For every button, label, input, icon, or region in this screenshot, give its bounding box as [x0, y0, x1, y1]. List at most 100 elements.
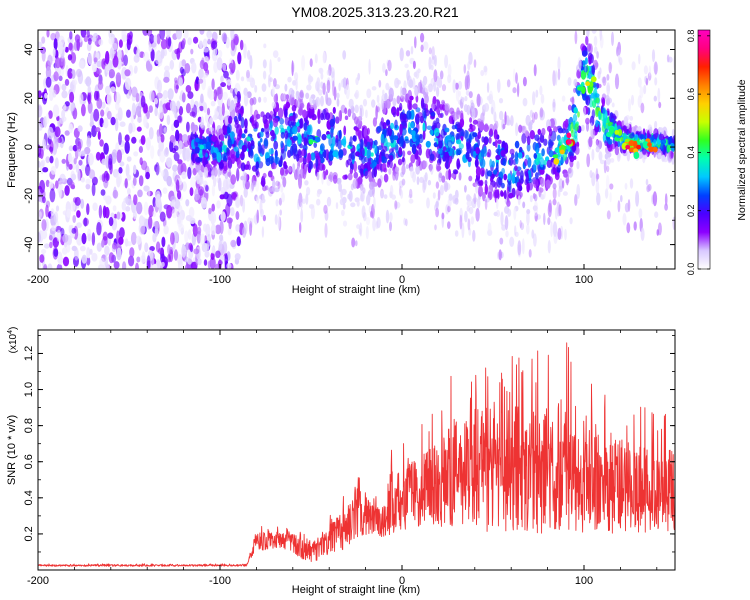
- spectrogram-cell: [226, 217, 233, 224]
- spectrogram-cell: [525, 154, 530, 160]
- spectrogram-cell: [86, 247, 91, 259]
- spectrogram-cell: [128, 122, 133, 134]
- spectrogram-cell: [262, 70, 267, 80]
- spectrogram-cell: [169, 134, 176, 143]
- spectrogram-cell: [182, 38, 186, 46]
- spectrogram-cell: [325, 91, 329, 105]
- spectrogram-cell: [69, 201, 76, 212]
- spectrogram-cell: [130, 110, 134, 124]
- spectrogram-cell: [589, 170, 593, 178]
- spectrogram-cell: [495, 197, 499, 210]
- spectrogram-cell: [136, 126, 142, 132]
- spectrogram-cell: [426, 125, 433, 131]
- spectrogram-cell: [261, 194, 265, 202]
- spectrogram-cell: [525, 114, 531, 126]
- spectrogram-cell: [45, 156, 50, 164]
- spectrogram-cell: [467, 61, 471, 71]
- spectrogram-cell: [581, 50, 588, 57]
- spectrogram-cell: [489, 158, 493, 168]
- spectrogram-cell: [412, 77, 416, 90]
- spectrogram-cell: [479, 179, 484, 187]
- spectrogram-cell: [411, 130, 416, 136]
- spectrogram-cell: [225, 202, 231, 217]
- spectrogram-cell: [261, 175, 266, 188]
- spectrogram-cell: [365, 149, 372, 159]
- spectrogram-cell: [558, 204, 562, 217]
- spectrogram-cell: [472, 229, 476, 242]
- spectrogram-cell: [236, 236, 241, 247]
- spectrogram-cell: [216, 57, 223, 71]
- spectrogram-cell: [452, 169, 458, 175]
- spectrogram-cell: [255, 180, 260, 192]
- spectrogram-cell: [275, 93, 279, 103]
- spectrogram-cell: [208, 207, 212, 215]
- spectrogram-cell: [509, 236, 515, 247]
- spectrogram-cell: [344, 115, 349, 121]
- spectrogram-cell: [115, 91, 121, 105]
- spectrogram-cell: [275, 180, 280, 187]
- spectrogram-cell: [649, 126, 653, 135]
- spectrogram-cell: [50, 165, 57, 175]
- spectrogram-cell: [543, 186, 546, 199]
- spectrogram-cell: [653, 95, 657, 102]
- spectrogram-cell: [222, 153, 228, 162]
- spectrogram-cell: [101, 239, 105, 248]
- spectrogram-cell: [237, 51, 242, 65]
- spectrogram-cell: [640, 227, 645, 241]
- spectrogram-cell: [660, 142, 665, 152]
- spectrogram-cell: [484, 184, 488, 195]
- spectrogram-cell: [85, 76, 92, 87]
- spectrogram-cell: [616, 46, 620, 57]
- spectrogram-cell: [451, 136, 455, 142]
- spectrogram-cell: [441, 84, 447, 92]
- spectrogram-cell: [570, 121, 574, 134]
- y-tick-label: 0.6: [23, 454, 35, 469]
- spectrogram-cell: [591, 64, 596, 76]
- spectrogram-cell: [410, 121, 415, 129]
- spectrogram-cell: [205, 185, 209, 192]
- spectrogram-cell: [392, 97, 397, 107]
- spectrogram-cell: [271, 162, 277, 170]
- spectrogram-cell: [133, 194, 138, 206]
- spectrogram-cell: [174, 80, 179, 94]
- spectrogram-cell: [41, 219, 47, 231]
- spectrogram-cell: [190, 48, 194, 55]
- spectrogram-cell: [220, 82, 227, 88]
- spectrogram-cell: [428, 47, 432, 55]
- spectrogram-cell: [220, 115, 225, 121]
- spectrogram-cell: [493, 129, 498, 140]
- spectrogram-cell: [438, 140, 443, 149]
- spectrogram-cell: [108, 153, 113, 166]
- spectrogram-cell: [239, 39, 244, 51]
- spectrogram-cell: [42, 167, 49, 173]
- spectrogram-cell: [309, 58, 313, 68]
- spectrogram-cell: [211, 134, 216, 143]
- spectrogram-cell: [152, 263, 158, 269]
- spectrogram-cell: [110, 116, 116, 126]
- spectrogram-cell: [417, 68, 421, 74]
- spectrogram-cell: [499, 110, 504, 121]
- spectrogram-cell: [38, 104, 43, 118]
- spectrogram-cell: [368, 58, 371, 75]
- spectrogram-cell: [454, 230, 459, 237]
- spectrogram-cell: [95, 127, 101, 133]
- spectrogram-cell: [148, 43, 153, 53]
- spectrogram-cell: [196, 107, 200, 113]
- spectrogram-cell: [444, 127, 450, 133]
- spectrogram-cell: [337, 139, 342, 150]
- spectrogram-cell: [246, 136, 251, 142]
- spectrogram-cell: [389, 184, 394, 198]
- spectrogram-cell: [297, 125, 301, 133]
- spectrogram-cell: [292, 80, 297, 86]
- spectrogram-cell: [43, 243, 50, 249]
- spectrogram-cell: [202, 147, 206, 157]
- spectrogram-cell: [193, 248, 200, 255]
- spectrogram-cell: [322, 51, 326, 64]
- spectrogram-cell: [410, 165, 415, 179]
- spectrogram-cell: [235, 224, 241, 232]
- spectrogram-cell: [291, 91, 294, 98]
- spectrogram-cell: [357, 176, 363, 185]
- spectrogram-cell: [298, 106, 303, 116]
- spectrogram-cell: [263, 43, 267, 49]
- spectrogram-cell: [581, 124, 585, 132]
